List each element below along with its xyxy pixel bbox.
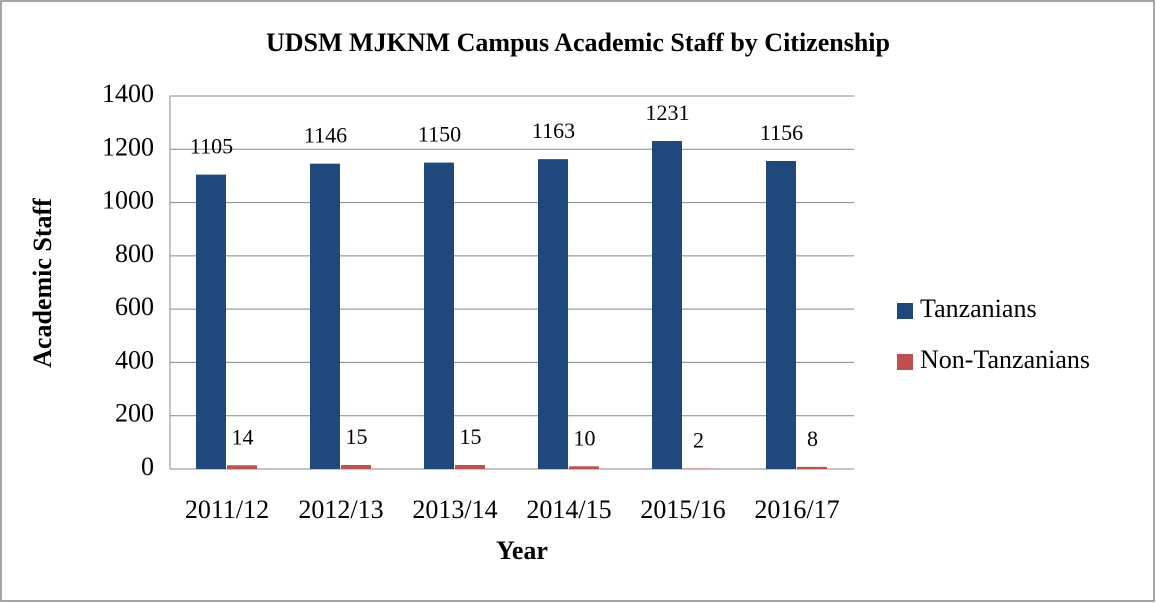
bar [652, 141, 682, 469]
y-tick-label: 0 [141, 452, 154, 481]
data-label: 10 [574, 425, 596, 450]
bar [196, 174, 226, 469]
bar [569, 466, 599, 469]
bar [683, 468, 713, 469]
bar [455, 465, 485, 469]
data-label: 2 [693, 428, 704, 453]
legend-label: Tanzanians [920, 294, 1037, 323]
legend-swatch [897, 354, 913, 370]
x-tick-label: 2012/13 [298, 495, 383, 524]
x-tick-label: 2013/14 [412, 495, 497, 524]
y-tick-label: 1400 [102, 79, 154, 108]
data-label: 1156 [760, 120, 803, 145]
data-label: 1105 [190, 134, 233, 159]
x-tick-label: 2015/16 [640, 495, 725, 524]
y-tick-label: 600 [115, 292, 154, 321]
data-label: 8 [807, 426, 818, 451]
y-tick-label: 1200 [102, 132, 154, 161]
y-tick-label: 400 [115, 345, 154, 374]
x-axis-label: Year [496, 536, 548, 565]
bar [797, 466, 827, 469]
bar [310, 163, 340, 469]
y-tick-label: 1000 [102, 186, 154, 215]
bar [341, 465, 371, 469]
data-label: 1146 [304, 123, 347, 148]
bar [766, 161, 796, 469]
data-label: 1150 [418, 122, 461, 147]
bar [538, 159, 568, 470]
legend-label: Non-Tanzanians [920, 345, 1090, 374]
bar [227, 465, 257, 469]
x-tick-label: 2014/15 [526, 495, 611, 524]
data-label: 1231 [646, 100, 690, 125]
chart-title: UDSM MJKNM Campus Academic Staff by Citi… [266, 28, 890, 57]
x-tick-label: 2016/17 [754, 495, 839, 524]
data-label: 14 [232, 424, 254, 449]
data-label: 15 [460, 424, 482, 449]
x-tick-label: 2011/12 [185, 495, 269, 524]
data-label: 1163 [532, 118, 575, 143]
legend-swatch [897, 303, 913, 319]
y-axis-label: Academic Staff [28, 198, 57, 368]
data-label: 15 [346, 424, 368, 449]
y-tick-label: 200 [115, 399, 154, 428]
bar [424, 162, 454, 469]
y-tick-label: 800 [115, 239, 154, 268]
